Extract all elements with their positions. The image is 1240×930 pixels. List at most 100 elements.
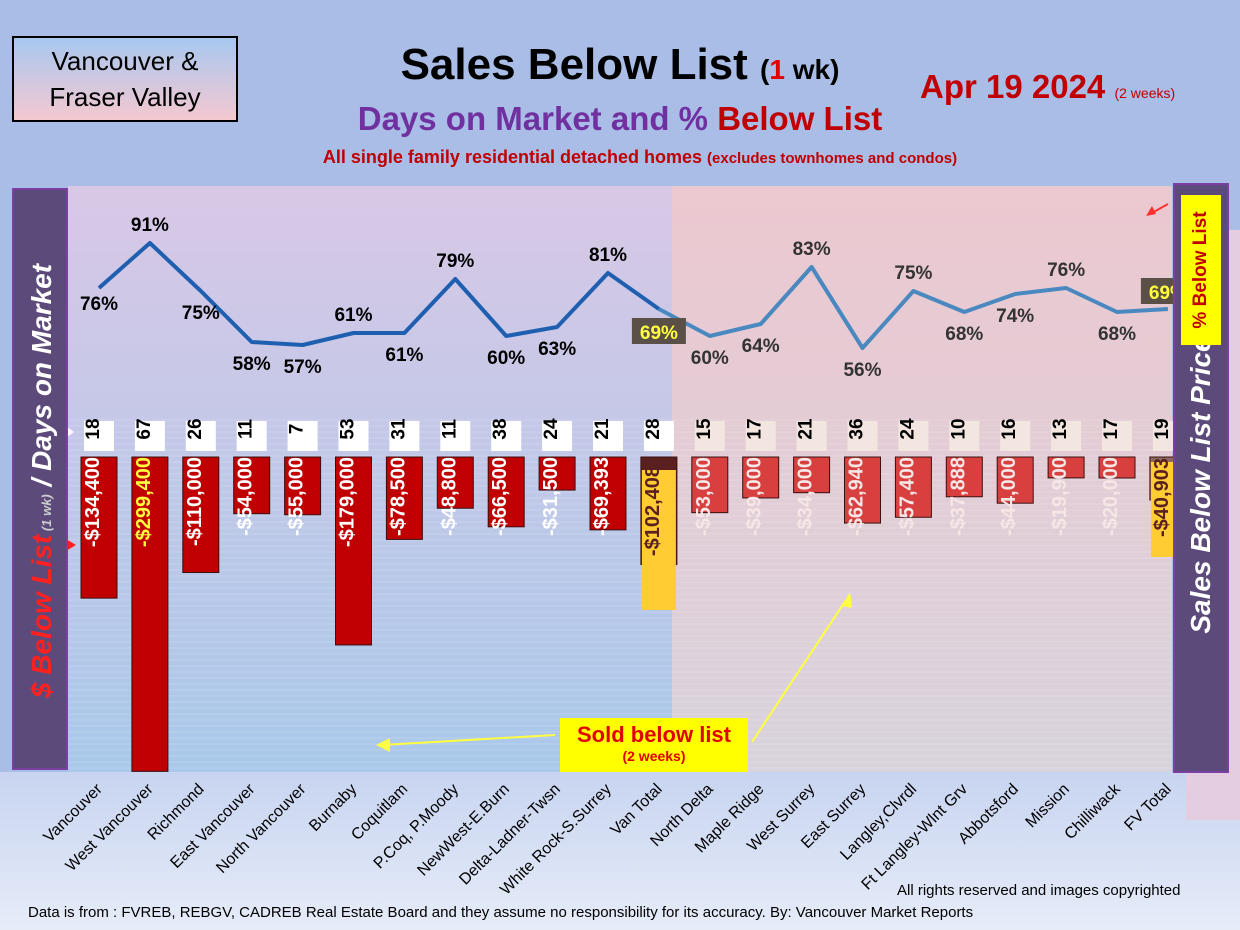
dom-label: 15 [694, 418, 715, 440]
bar-value-label: -$54,000 [235, 457, 257, 536]
bar [80, 456, 118, 599]
bar-value-label: -$31,500 [540, 457, 562, 536]
dom-box [694, 421, 725, 451]
dom-label: 31 [388, 418, 409, 440]
callout-arrow-left [381, 734, 556, 746]
left-label-b: (1 wk) [39, 494, 54, 535]
dom-label: 16 [999, 418, 1020, 439]
dom-pointer-head [66, 426, 74, 438]
dom-box [796, 421, 827, 451]
pct-label: 91% [131, 215, 169, 236]
title-main: Sales Below List [400, 40, 748, 89]
dom-label: 26 [185, 418, 206, 439]
dom-label: 67 [134, 418, 155, 439]
dom-box [1051, 421, 1082, 451]
pct-label: 81% [589, 245, 627, 266]
pct-below-list-label-box: % Below List [1181, 195, 1221, 345]
pct-label: 56% [843, 360, 881, 381]
copyright-note: All rights reserved and images copyright… [897, 882, 1181, 899]
bar [335, 456, 372, 646]
bar [538, 456, 576, 491]
pct-label: 60% [691, 348, 729, 369]
bar-value-label: -$55,000 [286, 457, 308, 536]
bar [894, 456, 932, 518]
bar-value-label: -$134,400 [82, 457, 104, 547]
brand-box: Vancouver & Fraser Valley [12, 36, 238, 122]
bar [1098, 456, 1136, 479]
dom-label: 11 [236, 419, 257, 440]
subtitle-b: Below List [717, 100, 883, 137]
dom-label: 17 [745, 418, 766, 439]
dom-box [745, 421, 776, 451]
pct-label: 75% [894, 263, 932, 284]
bar-value-label: -$66,500 [489, 457, 511, 536]
pct-label: 76% [80, 294, 118, 315]
dom-label: 21 [592, 418, 613, 440]
bar-value-label: -$20,000 [1100, 457, 1122, 536]
bar [844, 456, 881, 524]
pct-line-fraser-valley [657, 265, 1169, 350]
dom-label: 7 [287, 424, 308, 435]
bar-value-label: -$110,000 [184, 457, 206, 546]
pct-pointer-head [1146, 206, 1156, 216]
dom-label: 13 [1050, 418, 1071, 439]
dom-box [949, 421, 980, 451]
brand-line2: Fraser Valley [49, 82, 201, 112]
bar-value-label: -$62,940 [846, 457, 868, 536]
bar-value-label: -$78,500 [387, 457, 409, 536]
left-axis-label-panel: $ Below List (1 wk) / Days on Market [12, 188, 68, 770]
dom-box [236, 421, 267, 451]
bar-value-label: -$53,000 [693, 457, 715, 536]
dom-box [542, 421, 573, 451]
pct-label: 57% [284, 357, 322, 378]
pct-label: 58% [233, 354, 271, 375]
dom-box [1000, 421, 1031, 451]
bar-value-label: -$39,000 [744, 457, 766, 536]
callout-arrowhead-left [376, 738, 390, 752]
bar [996, 456, 1034, 504]
left-label-c: / Days on Market [26, 263, 57, 495]
callout-line2: (2 weeks) [622, 748, 686, 764]
pct-label-highlight [631, 318, 686, 344]
dom-label: 18 [83, 418, 104, 439]
dom-label: 24 [897, 418, 918, 440]
dom-box [389, 421, 420, 451]
pct-below-list-label: % Below List [1190, 211, 1211, 329]
dom-box [84, 421, 114, 451]
bar-value-label: -$102,408 [642, 466, 664, 556]
subtitle-a: Days on Market and % [357, 100, 718, 137]
bar [793, 456, 831, 494]
title-paren: (1 wk) [760, 54, 839, 85]
bar [742, 456, 780, 499]
dom-label: 11 [439, 419, 460, 440]
left-label-a: $ Below List [26, 534, 57, 699]
dom-label: 38 [490, 418, 511, 439]
bar [945, 456, 983, 498]
source-note: Data is from : FVREB, REBGV, CADREB Real… [28, 904, 974, 921]
bar [589, 456, 627, 531]
bar [233, 456, 271, 515]
report-date: Apr 19 2024 (2 weeks) [920, 68, 1220, 106]
date-text: Apr 19 2024 [920, 68, 1106, 105]
dom-label: 24 [541, 418, 562, 440]
dom-box [491, 421, 522, 451]
callout-line1: Sold below list [576, 722, 731, 747]
bar [131, 456, 169, 772]
dom-box [898, 421, 929, 451]
title-paren-rest: wk) [784, 54, 840, 85]
pct-line-vancouver [97, 241, 661, 347]
dom-box [185, 421, 216, 451]
dom-label: 36 [847, 418, 868, 439]
date-note: (2 weeks) [1114, 85, 1176, 101]
right-axis-label: Sales Below List Price [1185, 336, 1216, 634]
price-pointer-head [66, 539, 76, 551]
title-paren-open: ( [760, 54, 770, 85]
bar-value-label: -$57,400 [896, 457, 918, 536]
bar [1047, 456, 1085, 479]
bar-value-label: -$37,888 [947, 457, 969, 536]
title-paren-num: 1 [769, 54, 785, 85]
pct-label: 75% [182, 303, 220, 324]
bar-value-label: -$19,900 [1049, 457, 1071, 536]
chart-subtitle: Days on Market and % Below List [250, 100, 990, 138]
